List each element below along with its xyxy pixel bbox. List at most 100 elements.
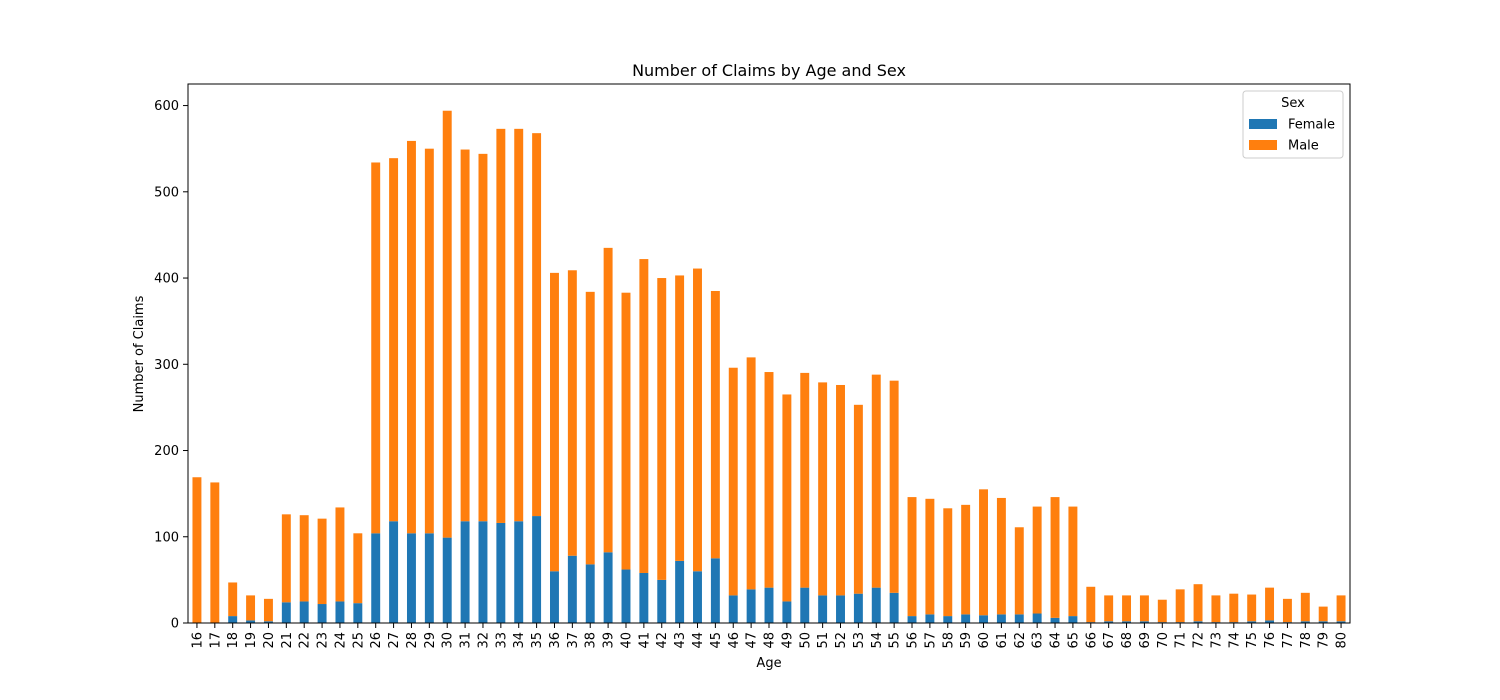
bar-male-50 xyxy=(800,372,810,588)
x-tick-label: 69 xyxy=(1138,632,1153,649)
bar-female-49 xyxy=(782,601,792,623)
bar-female-37 xyxy=(567,555,577,623)
x-tick-label: 71 xyxy=(1174,632,1189,649)
bar-male-32 xyxy=(478,153,488,522)
x-tick-label: 39 xyxy=(602,632,617,649)
x-tick-label: 28 xyxy=(405,632,420,649)
bar-female-48 xyxy=(764,587,774,623)
bar-male-65 xyxy=(1068,506,1078,617)
bar-female-50 xyxy=(800,587,810,623)
x-tick-label: 67 xyxy=(1102,632,1117,649)
x-tick-label: 41 xyxy=(637,632,652,649)
y-tick-label: 500 xyxy=(154,185,179,200)
bar-female-23 xyxy=(317,604,327,623)
bar-female-33 xyxy=(496,522,506,623)
x-tick-label: 43 xyxy=(673,632,688,649)
x-tick-label: 52 xyxy=(834,632,849,649)
x-tick-label: 17 xyxy=(208,632,223,649)
x-axis: 16 17 18 19 20 21 22 23 24 25 26 27 28 29 30 31 32 33 34 35… xyxy=(190,623,1350,649)
x-tick-label: 58 xyxy=(941,632,956,649)
y-axis-label: Number of Claims xyxy=(132,295,147,412)
x-tick-label: 45 xyxy=(709,632,724,649)
bar-female-61 xyxy=(996,614,1006,623)
bar-male-20 xyxy=(263,598,273,622)
bar-female-52 xyxy=(836,595,845,623)
x-tick-label: 78 xyxy=(1299,632,1314,649)
y-tick-label: 300 xyxy=(154,358,179,373)
x-tick-label: 74 xyxy=(1227,632,1242,649)
bar-male-38 xyxy=(585,291,595,565)
bar-female-47 xyxy=(746,589,756,623)
bar-male-29 xyxy=(424,148,434,534)
x-tick-label: 79 xyxy=(1317,632,1332,649)
bar-female-42 xyxy=(657,579,667,623)
x-tick-label: 42 xyxy=(655,632,670,649)
bar-male-26 xyxy=(371,162,381,534)
x-tick-label: 57 xyxy=(923,632,938,649)
bar-female-57 xyxy=(925,614,935,623)
x-tick-label: 72 xyxy=(1192,632,1207,649)
bar-female-65 xyxy=(1068,616,1078,623)
y-tick-label: 400 xyxy=(154,272,179,287)
bar-female-60 xyxy=(979,615,988,623)
bar-male-66 xyxy=(1086,586,1096,623)
bar-male-39 xyxy=(603,247,613,553)
plot-frame xyxy=(187,83,1351,624)
bar-female-44 xyxy=(693,571,702,623)
bar-male-61 xyxy=(996,497,1006,615)
x-tick-label: 65 xyxy=(1066,632,1081,649)
bar-female-68 xyxy=(1122,621,1132,623)
x-tick-label: 38 xyxy=(584,632,599,649)
x-tick-label: 36 xyxy=(548,632,563,649)
bar-male-36 xyxy=(550,272,559,572)
bar-male-30 xyxy=(442,110,452,538)
bar-female-55 xyxy=(889,592,899,623)
x-tick-label: 76 xyxy=(1263,632,1278,649)
bar-female-19 xyxy=(246,620,256,623)
bar-female-56 xyxy=(907,616,917,623)
x-tick-label: 29 xyxy=(423,632,438,649)
bar-female-34 xyxy=(514,521,524,623)
x-tick-label: 32 xyxy=(476,632,491,649)
y-tick-label: 200 xyxy=(154,444,179,459)
bar-male-79 xyxy=(1318,606,1328,622)
x-tick-label: 50 xyxy=(798,632,813,649)
bar-male-54 xyxy=(871,374,881,588)
bar-male-57 xyxy=(925,498,935,615)
bar-male-27 xyxy=(389,158,399,522)
bar-male-69 xyxy=(1139,595,1149,622)
bar-female-29 xyxy=(424,533,434,623)
x-tick-label: 64 xyxy=(1049,632,1064,649)
bar-male-25 xyxy=(353,533,363,604)
bar-female-79 xyxy=(1318,621,1328,623)
bar-male-16 xyxy=(192,477,202,623)
x-tick-label: 61 xyxy=(995,632,1010,649)
bar-female-75 xyxy=(1247,621,1257,623)
bar-female-18 xyxy=(228,616,238,623)
bar-male-58 xyxy=(943,508,953,617)
bar-male-35 xyxy=(532,133,542,517)
bar-female-38 xyxy=(585,564,595,623)
x-tick-label: 30 xyxy=(441,632,456,649)
bar-male-40 xyxy=(621,292,631,570)
bar-female-69 xyxy=(1139,621,1149,623)
bar-female-21 xyxy=(281,602,291,623)
x-axis-label: Age xyxy=(756,656,781,671)
bar-male-22 xyxy=(299,515,309,602)
x-tick-label: 54 xyxy=(870,632,885,649)
x-tick-label: 80 xyxy=(1335,632,1350,649)
bar-male-31 xyxy=(460,149,470,522)
x-tick-label: 60 xyxy=(977,632,992,649)
bar-female-24 xyxy=(335,601,345,623)
bar-male-68 xyxy=(1122,595,1132,622)
x-tick-label: 27 xyxy=(387,632,402,649)
bar-male-64 xyxy=(1050,497,1060,618)
bar-female-59 xyxy=(961,614,971,623)
y-axis: 0 100 200 300 400 500 600 xyxy=(154,99,188,632)
bar-female-32 xyxy=(478,521,488,623)
bar-male-28 xyxy=(406,140,416,534)
x-tick-label: 53 xyxy=(852,632,867,649)
x-tick-label: 16 xyxy=(190,632,205,649)
x-tick-label: 48 xyxy=(763,632,778,649)
x-tick-label: 44 xyxy=(691,632,706,649)
